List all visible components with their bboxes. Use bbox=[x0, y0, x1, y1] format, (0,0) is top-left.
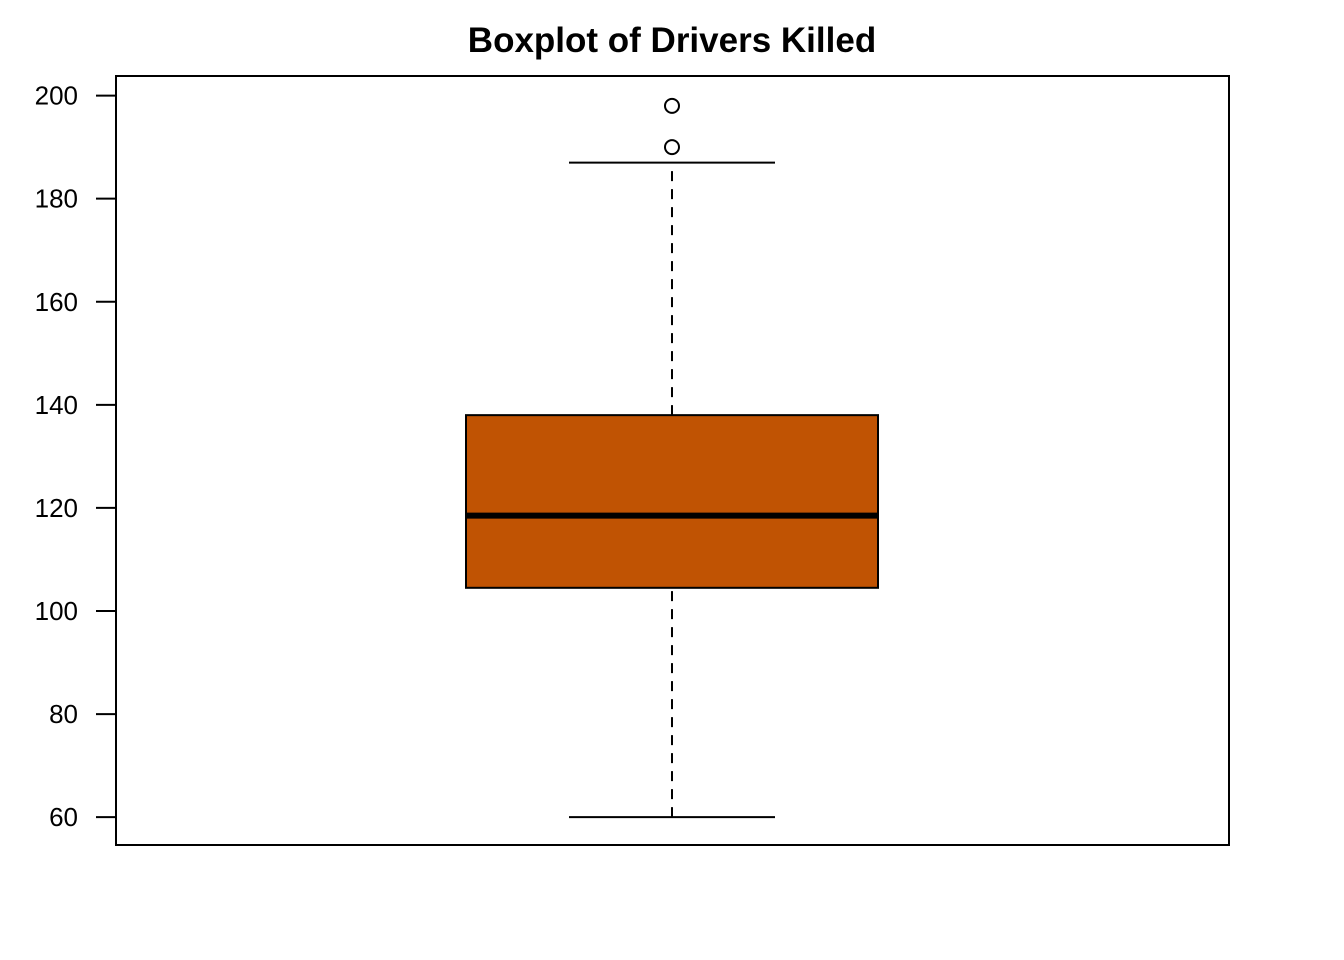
y-tick-label: 100 bbox=[35, 596, 78, 626]
outlier-point bbox=[664, 139, 680, 156]
chart-title: Boxplot of Drivers Killed bbox=[468, 21, 876, 60]
y-tick-label: 60 bbox=[49, 802, 78, 832]
outlier-points bbox=[664, 97, 680, 156]
y-tick-label: 160 bbox=[35, 287, 78, 317]
y-tick-label: 80 bbox=[49, 699, 78, 729]
outlier-point bbox=[664, 97, 680, 114]
y-tick-label: 120 bbox=[35, 493, 78, 523]
y-tick-label: 180 bbox=[35, 184, 78, 214]
y-tick-label: 140 bbox=[35, 390, 78, 420]
y-tick-label: 200 bbox=[35, 81, 78, 111]
interquartile-box bbox=[465, 414, 879, 589]
y-axis-ticks: 60 80 100 120 140 160 180 200 bbox=[35, 81, 116, 832]
box-plot bbox=[465, 97, 879, 819]
